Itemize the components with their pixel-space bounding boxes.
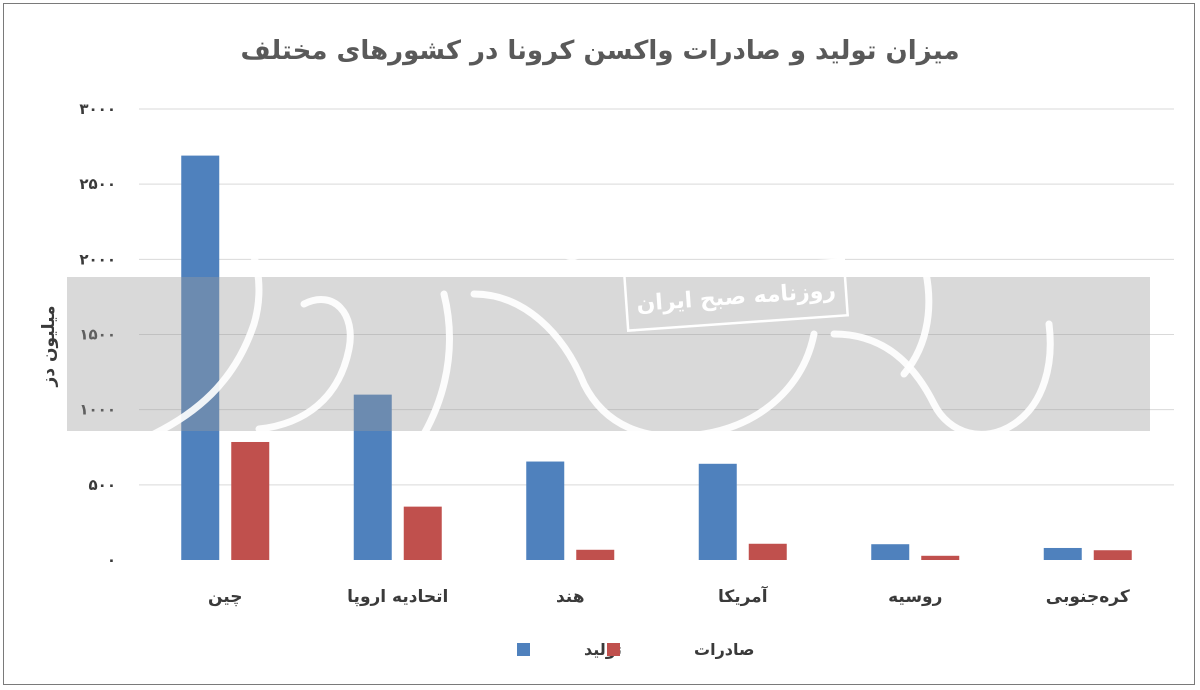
bar-production [353,394,392,560]
bar-exports [748,543,787,560]
y-tick-label: ۳۰۰۰ [79,100,116,118]
watermark-caption-box [622,258,850,332]
bars [181,155,1132,560]
y-tick-label: ۱۵۰۰ [79,326,116,344]
bar-exports [231,441,270,560]
bar-production [181,155,220,560]
x-category-label: هند [556,587,585,607]
bar-exports [576,549,615,560]
x-category-label: اتحادیه اروپا [347,587,448,607]
y-tick-label: ۵۰۰ [89,476,116,494]
chart-frame: میزان تولید و صادرات واکسن کرونا در کشور… [3,3,1195,685]
x-category-label: چین [208,587,243,607]
chart-title: میزان تولید و صادرات واکسن کرونا در کشور… [240,36,959,66]
x-axis-categories: چین اتحادیه اروپا هند آمریکا روسیه کره‌جنوبی [208,585,1130,607]
legend-swatch-production [517,643,530,656]
bar-exports [403,506,442,560]
watermark-band [67,277,1150,431]
legend-label-exports: صادرات [694,640,754,659]
legend: تولید صادرات [517,640,754,659]
y-tick-label: ۰ [107,551,116,569]
y-axis-label: میلیون دز [39,306,59,388]
bar-exports [1093,550,1132,560]
watermark: روزنامه صبح ایران [67,194,1150,482]
y-tick-label: ۲۵۰۰ [79,175,116,193]
bar-exports [921,555,960,560]
x-category-label: کره‌جنوبی [1046,587,1130,607]
bar-production [871,544,910,560]
legend-swatch-exports [607,643,620,656]
watermark-logo [150,194,1054,482]
bar-production [526,461,565,560]
chart-canvas: میزان تولید و صادرات واکسن کرونا در کشور… [39,36,1174,659]
x-category-label: آمریکا [718,585,769,607]
y-tick-label: ۲۰۰۰ [79,250,116,268]
x-category-label: روسیه [888,587,942,607]
y-tick-label: ۱۰۰۰ [79,401,116,419]
bar-production [698,463,737,560]
y-axis-ticks: ۰ ۵۰۰ ۱۰۰۰ ۱۵۰۰ ۲۰۰۰ ۲۵۰۰ ۳۰۰۰ [79,100,116,569]
bar-production [1043,547,1082,560]
